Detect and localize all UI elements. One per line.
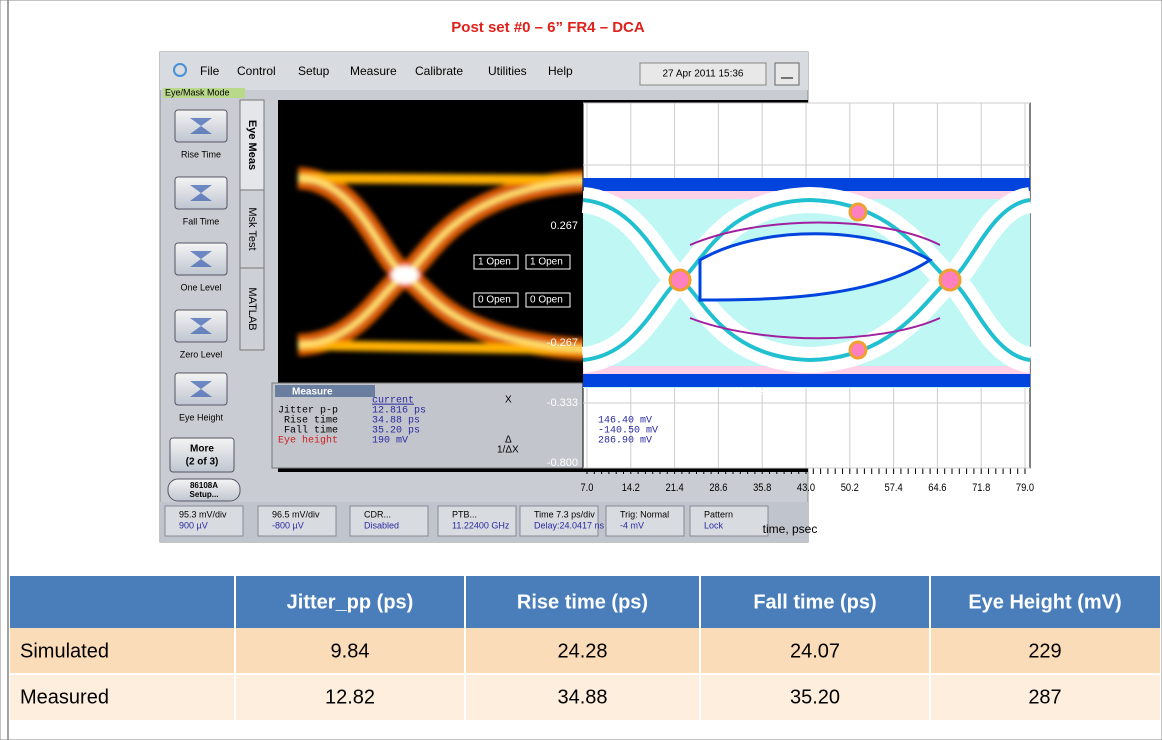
- column-header: Jitter_pp (ps): [287, 591, 414, 613]
- measure-x: X: [505, 395, 512, 406]
- tab-label: Msk Test: [246, 207, 258, 250]
- row-label: Measured: [20, 686, 109, 708]
- status-text: Time 7.3 ps/div: [534, 509, 595, 519]
- column-header: Eye Height (mV): [968, 591, 1121, 613]
- y-tick-label: -0.333: [547, 397, 578, 409]
- table-cell: 9.84: [331, 640, 370, 662]
- status-text: 95.3 mV/div: [179, 509, 227, 519]
- menu-item: Calibrate: [415, 64, 463, 78]
- measure-inverse: 1/ΔX: [497, 445, 519, 456]
- column-header: Rise time (ps): [517, 591, 648, 613]
- x-tick-label: 71.8: [972, 482, 990, 494]
- menu-item: Measure: [350, 64, 397, 78]
- table-cell: 24.07: [790, 640, 840, 662]
- markers-title: Markers: [735, 387, 774, 398]
- x-tick-label: 50.2: [841, 482, 859, 494]
- table-cell: 12.82: [325, 686, 375, 708]
- table-cell: 229: [1028, 640, 1061, 662]
- minimize-button[interactable]: [775, 63, 799, 85]
- button-label: Fall Time: [183, 216, 220, 226]
- slide: Post set #0 – 6” FR4 – DCA File Control Se…: [0, 0, 1162, 740]
- status-text: Pattern: [704, 509, 733, 519]
- tab-label: MATLAB: [246, 287, 258, 330]
- button-label: Eye Height: [179, 412, 224, 422]
- more-label: More: [190, 444, 214, 455]
- status-text: -800 µV: [272, 520, 304, 530]
- status-text: CDR...: [364, 509, 391, 519]
- x-tick-label: 7.0: [581, 482, 594, 494]
- setup-label: Setup...: [190, 490, 219, 499]
- x-tick-label: 64.6: [928, 482, 946, 494]
- status-text: Disabled: [364, 520, 399, 530]
- measure-value: 190 mV: [372, 436, 408, 447]
- menu-item: Setup: [298, 64, 330, 78]
- open-label: 1 Open: [530, 257, 563, 268]
- table-cell: 34.88: [557, 686, 607, 708]
- status-text: Lock: [704, 520, 724, 530]
- x-tick-label: 57.4: [885, 482, 903, 494]
- datetime: 27 Apr 2011 15:36: [663, 69, 744, 80]
- eye-crossing: [940, 270, 960, 290]
- measure-name: Eye height: [278, 435, 338, 447]
- status-text: Delay:24.0417 ns: [534, 520, 605, 530]
- status-text: 900 µV: [179, 520, 208, 530]
- row-label: Simulated: [20, 640, 109, 662]
- more-label: (2 of 3): [186, 457, 219, 468]
- y-tick-label: -0.267: [547, 337, 578, 349]
- slide-title: Post set #0 – 6” FR4 – DCA: [451, 19, 645, 36]
- x-tick-label: 14.2: [622, 482, 640, 494]
- open-label: 1 Open: [478, 257, 511, 268]
- measure-title: Measure: [292, 387, 333, 398]
- status-text: 11.22400 GHz: [452, 520, 510, 530]
- status-text: 96.5 mV/div: [272, 509, 320, 519]
- table-cell: 35.20: [790, 686, 840, 708]
- button-label: Rise Time: [181, 149, 221, 159]
- x-tick-label: 28.6: [709, 482, 727, 494]
- open-label: 0 Open: [530, 295, 563, 306]
- eye-hotspot: [850, 342, 866, 358]
- marker-value: 286.90 mV: [598, 436, 652, 447]
- menu-item: Control: [237, 64, 276, 78]
- eye-crossing: [670, 270, 690, 290]
- button-label: Zero Level: [180, 349, 223, 359]
- eye-crossing: [391, 266, 419, 284]
- button-label: One Level: [180, 282, 221, 292]
- x-tick-label: 21.4: [666, 482, 684, 494]
- menu-item: File: [200, 64, 220, 78]
- open-label: 0 Open: [478, 295, 511, 306]
- x-tick-label: 43.0: [797, 482, 815, 494]
- menu-item: Help: [548, 64, 573, 78]
- menu-item: Utilities: [488, 64, 527, 78]
- mode-label: Eye/Mask Mode: [165, 87, 230, 97]
- x-tick-label: 79.0: [1016, 482, 1034, 494]
- eye-hotspot: [850, 204, 866, 220]
- column-header: Fall time (ps): [753, 591, 876, 613]
- tab-label: Eye Meas: [246, 120, 258, 170]
- setup-label: 86108A: [190, 481, 218, 490]
- page: { "title": "Post set #0 – 6” FR4 – DCA",…: [0, 0, 1162, 740]
- x-tick-label: 35.8: [753, 482, 771, 494]
- table-cell: 287: [1028, 686, 1061, 708]
- x-axis-title: time, psec: [763, 522, 818, 536]
- status-text: PTB...: [452, 509, 477, 519]
- status-text: -4 mV: [620, 520, 644, 530]
- table-cell: 24.28: [557, 640, 607, 662]
- y-tick-label: -0.800: [547, 457, 578, 469]
- y-tick-label: 0.267: [550, 220, 578, 232]
- simulated-eye: [583, 178, 1030, 388]
- status-text: Trig: Normal: [620, 509, 669, 519]
